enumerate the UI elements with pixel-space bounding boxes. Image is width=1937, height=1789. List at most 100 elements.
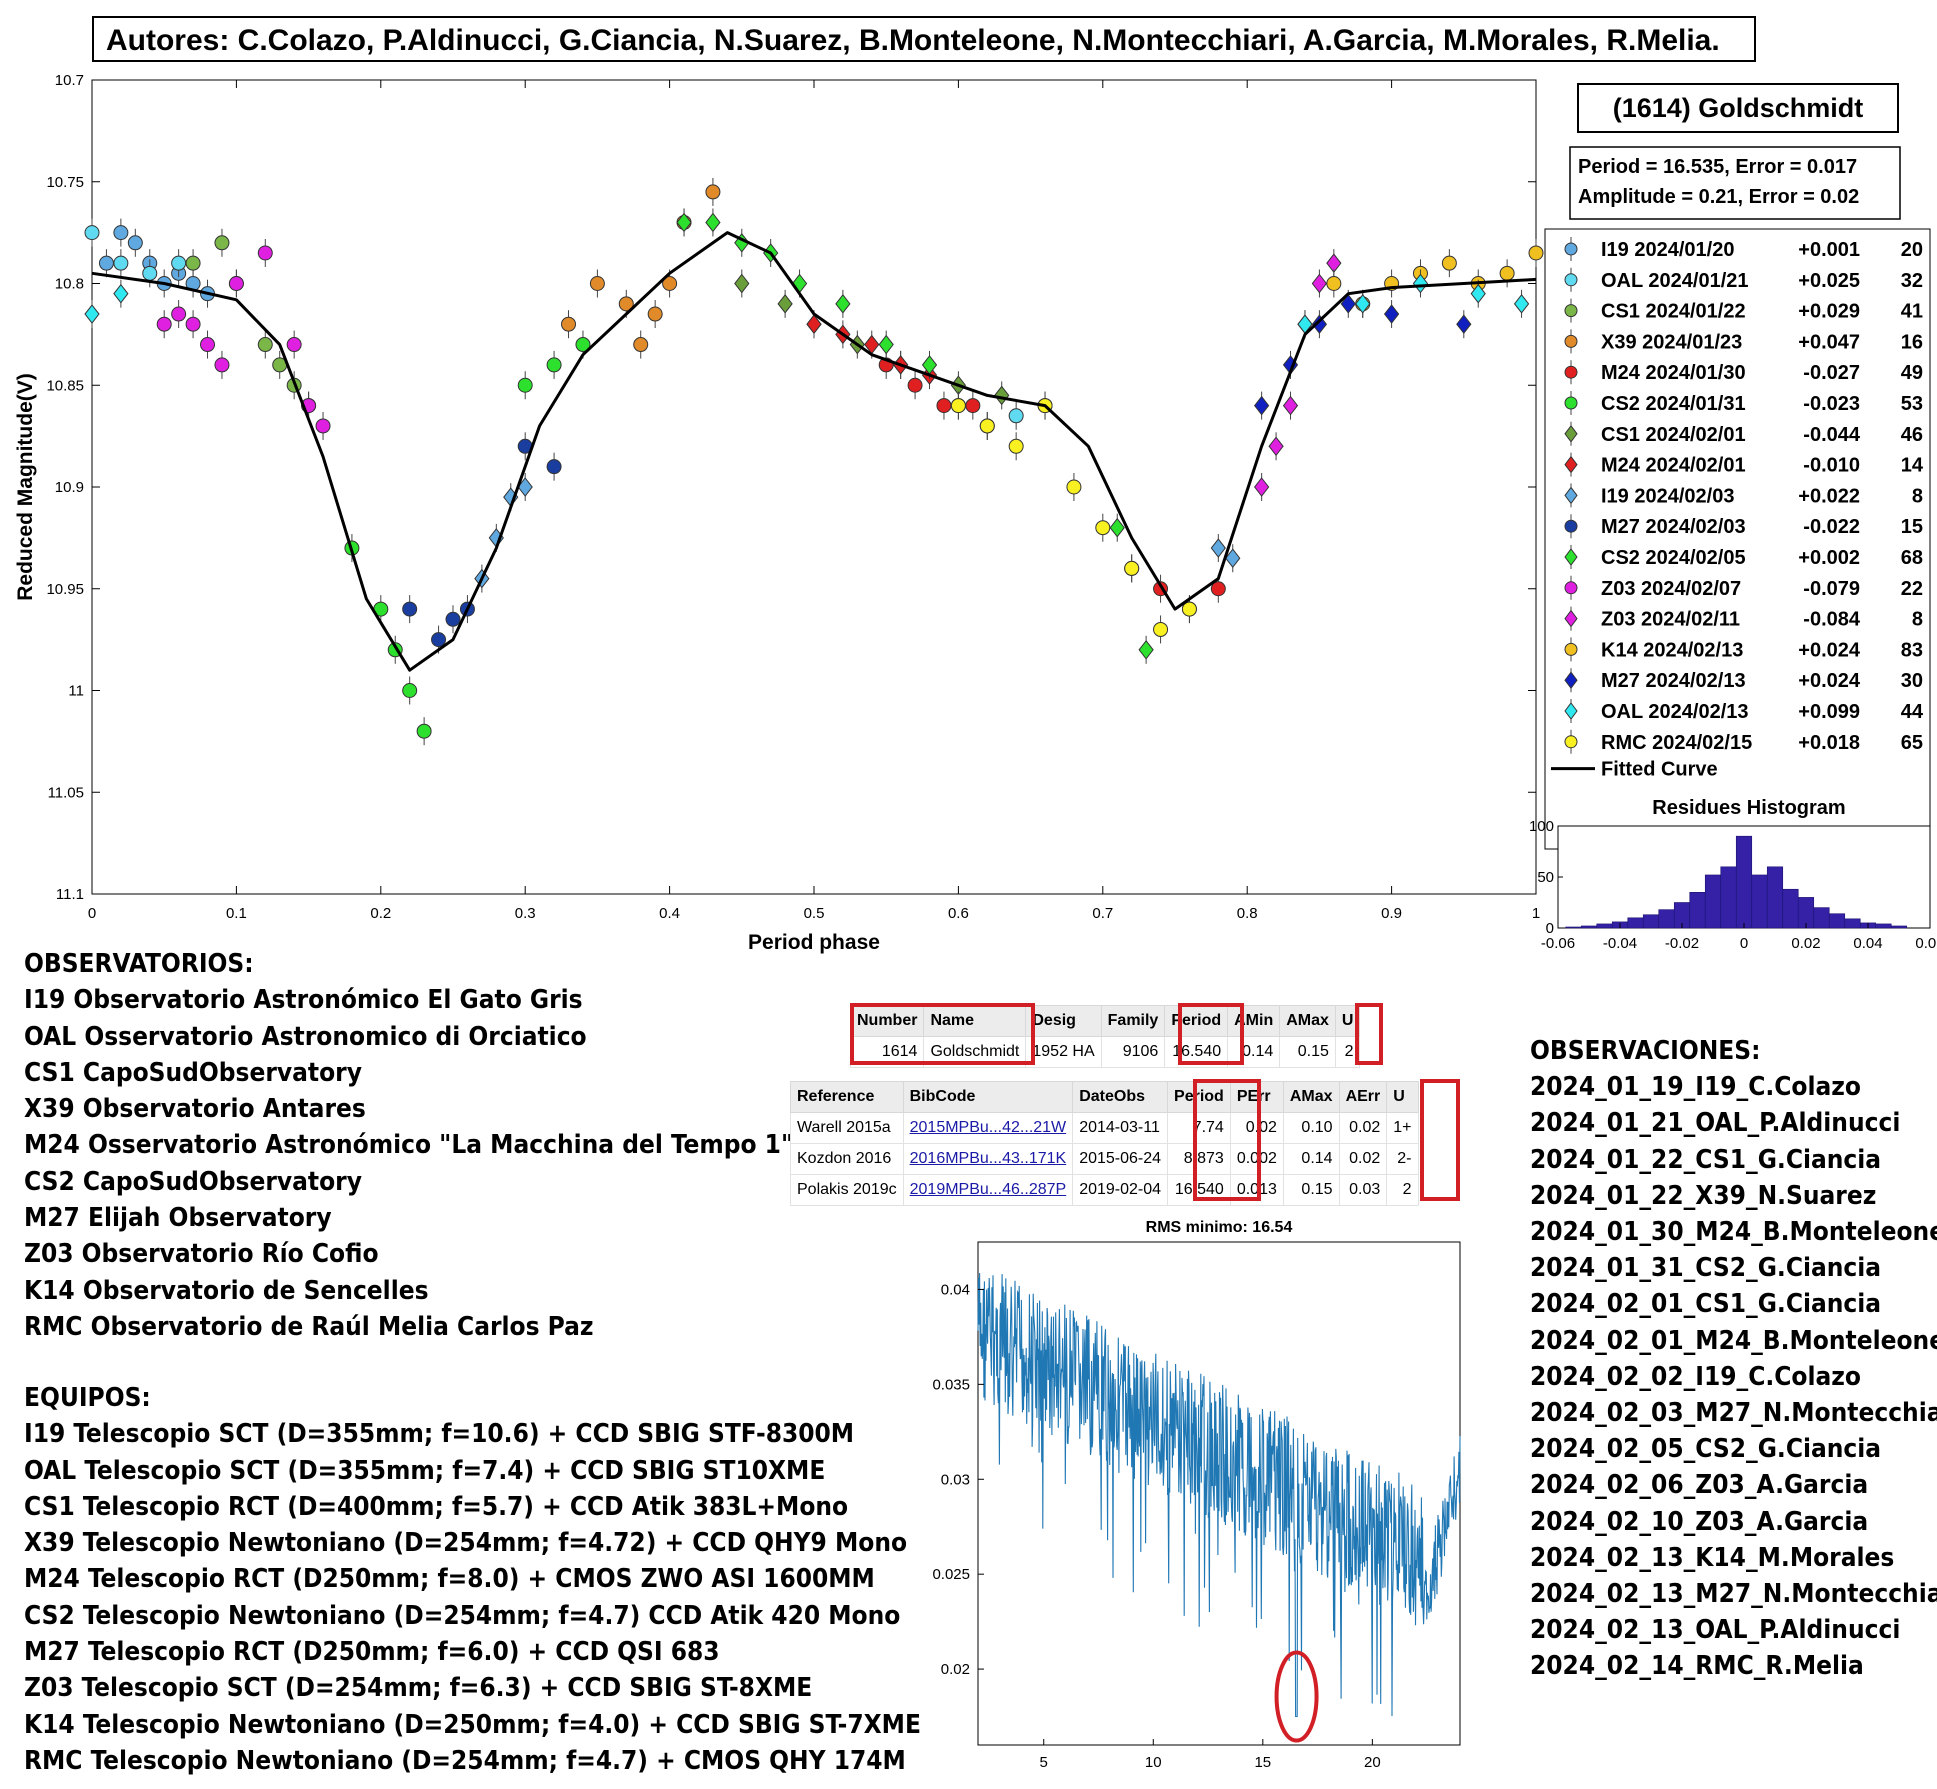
bibcode-cell[interactable]: 2019MPBu...46..287P	[902, 1174, 1074, 1206]
references-cell: 0.10	[1282, 1112, 1340, 1144]
legend-label: Z03 2024/02/11	[1601, 609, 1740, 631]
observacion-item: 2024_02_13_OAL_P.Aldinucci	[1530, 1615, 1901, 1646]
legend-box	[1544, 228, 1931, 850]
y-tick-label: 0.025	[932, 1566, 970, 1583]
x-tick-label: 0.06	[1915, 935, 1937, 952]
data-point	[214, 235, 230, 251]
data-point	[1326, 276, 1342, 291]
references-cell: 16.540	[1167, 1174, 1231, 1206]
legend-marker	[1564, 396, 1578, 410]
data-point	[561, 316, 577, 332]
observaciones-title: OBSERVACIONES:	[1530, 1036, 1761, 1066]
observacion-item: 2024_01_19_I19_C.Colazo	[1530, 1072, 1861, 1103]
bibcode-link[interactable]: 2019MPBu...46..287P	[909, 1181, 1067, 1198]
legend-label: Fitted Curve	[1601, 759, 1718, 781]
x-tick-label: 0.3	[515, 905, 536, 922]
data-point	[1095, 520, 1111, 536]
summary-cell: 9106	[1100, 1036, 1166, 1068]
data-point	[647, 306, 663, 322]
references-cell: 0.002	[1229, 1143, 1284, 1175]
data-point	[1311, 273, 1328, 294]
summary-cell: 2	[1334, 1036, 1361, 1068]
light-curve-chart: 0 0.1 0.2 0.3 0.4 0.5 0.6 0.7 0.8 0.9 1 10.7 10.75 10…	[14, 72, 1931, 954]
y-tick-label: 50	[1537, 869, 1554, 886]
observacion-item: 2024_02_06_Z03_A.Garcia	[1530, 1470, 1869, 1501]
data-point	[1441, 255, 1457, 271]
references-cell: 1+	[1386, 1112, 1419, 1144]
observatorio-item: K14 Observatorio de Sencelles	[24, 1275, 429, 1306]
legend-offset: -0.010	[1803, 455, 1860, 477]
legend-offset: +0.029	[1798, 301, 1860, 323]
legend-marker	[1564, 609, 1578, 628]
legend-marker	[1564, 334, 1578, 348]
histogram-bar	[1689, 892, 1706, 929]
summary-header-cell: Desig	[1025, 1005, 1102, 1037]
legend-marker	[1564, 304, 1578, 318]
observatorios-title: OBSERVATORIOS:	[24, 949, 254, 979]
legend-label: I19 2024/01/20	[1601, 239, 1734, 261]
data-point	[257, 337, 273, 353]
legend-count: 68	[1901, 547, 1923, 569]
data-point	[1124, 560, 1140, 576]
summary-cell: 0.14	[1227, 1036, 1281, 1068]
authors-title: Autores: C.Colazo, P.Aldinucci, G.Cianci…	[92, 16, 1756, 62]
highlight-ref-u	[1420, 1079, 1460, 1201]
equipo-item: M24 Telescopio RCT (D250mm; f=8.0) + CMO…	[24, 1564, 875, 1595]
legend-count: 65	[1901, 732, 1923, 754]
histogram-bar	[1565, 926, 1582, 929]
data-point	[734, 273, 750, 294]
summary-header-cell: Period	[1164, 1005, 1229, 1037]
amplitude-text: Amplitude = 0.21, Error = 0.02	[1578, 186, 1859, 208]
data-point	[662, 276, 678, 291]
data-point	[1138, 639, 1154, 660]
data-point	[1254, 395, 1270, 416]
legend-count: 8	[1912, 485, 1923, 507]
bibcode-link[interactable]: 2016MPBu...43..171K	[909, 1150, 1067, 1167]
x-tick-label: 0.6	[948, 905, 969, 922]
data-point	[156, 316, 172, 332]
y-tick-label: 10.8	[55, 276, 84, 293]
data-point	[618, 296, 634, 312]
summary-header-cell: AMin	[1227, 1005, 1281, 1037]
bibcode-cell[interactable]: 2016MPBu...43..171K	[902, 1143, 1074, 1175]
histogram-title: Residues Histogram	[1652, 797, 1845, 819]
histogram-bar	[1828, 913, 1846, 929]
data-point	[113, 225, 129, 241]
data-point	[1225, 548, 1241, 569]
references-cell: 0.02	[1229, 1112, 1284, 1144]
references-cell: 2	[1386, 1174, 1419, 1206]
references-header-cell: AMax	[1282, 1081, 1340, 1113]
legend-marker	[1564, 365, 1578, 379]
data-point	[1008, 438, 1024, 454]
data-point	[1008, 408, 1024, 424]
equipo-item: I19 Telescopio SCT (D=355mm; f=10.6) + C…	[24, 1419, 855, 1450]
data-point	[228, 276, 244, 291]
data-point	[1282, 395, 1299, 416]
observatorio-item: RMC Observatorio de Raúl Melia Carlos Pa…	[24, 1311, 594, 1342]
x-tick-label: 0.4	[659, 905, 680, 922]
observacion-item: 2024_02_05_CS2_G.Ciancia	[1530, 1434, 1882, 1465]
summary-cell: Goldschmidt	[923, 1036, 1027, 1068]
table-row: Kozdon 2016 2016MPBu...43..171K 2015-06-24…	[790, 1143, 1419, 1175]
data-point	[84, 304, 100, 324]
references-cell: 0.03	[1338, 1174, 1388, 1206]
x-tick-label: 0.04	[1853, 935, 1882, 952]
x-tick-label: 0.5	[804, 905, 825, 922]
title-box	[1577, 83, 1899, 133]
references-cell: Kozdon 2016	[790, 1143, 904, 1175]
equipo-item: CS2 Telescopio Newtoniano (D=254mm; f=4.…	[24, 1600, 901, 1631]
x-axis-label: Period phase	[748, 931, 880, 954]
histogram-bar	[1642, 914, 1660, 929]
observacion-item: 2024_02_13_K14_M.Morales	[1530, 1542, 1895, 1573]
data-point	[1470, 283, 1486, 304]
legend-offset: -0.079	[1803, 578, 1860, 600]
data-point	[142, 265, 158, 281]
legend-marker	[1564, 242, 1578, 256]
data-point	[1066, 479, 1082, 495]
bibcode-cell[interactable]: 2015MPBu...42...21W	[902, 1112, 1074, 1144]
minimum-highlight	[1274, 1650, 1319, 1743]
bibcode-link[interactable]: 2015MPBu...42...21W	[909, 1119, 1067, 1136]
data-point	[633, 337, 649, 353]
legend-count: 15	[1901, 516, 1923, 538]
histogram-bar	[1627, 917, 1644, 929]
